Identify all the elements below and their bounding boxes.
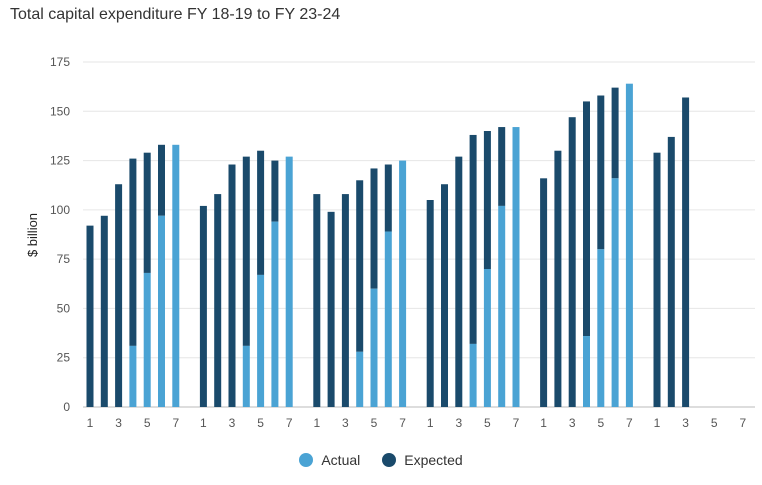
bar-expected[interactable]	[384, 164, 392, 232]
x-tick-label: 3	[455, 416, 462, 430]
bar-expected[interactable]	[483, 131, 491, 269]
bar-expected[interactable]	[455, 156, 463, 407]
x-tick-label: 1	[654, 416, 661, 430]
bar-expected[interactable]	[682, 97, 690, 407]
bar-expected[interactable]	[143, 152, 151, 273]
grid-lines	[83, 61, 755, 408]
bar-actual[interactable]	[129, 345, 137, 407]
x-tick-label: 7	[626, 416, 633, 430]
bar-actual[interactable]	[498, 205, 506, 407]
y-axis: 0 25 50 75 100 125 150 175	[50, 55, 70, 414]
x-tick-label: 1	[87, 416, 94, 430]
bar-actual[interactable]	[625, 83, 633, 407]
bar-actual[interactable]	[370, 288, 378, 407]
bar-actual[interactable]	[143, 272, 151, 407]
bar-expected[interactable]	[426, 200, 434, 407]
x-tick-label: 3	[569, 416, 576, 430]
legend-swatch-actual	[299, 453, 314, 467]
bar-expected[interactable]	[583, 101, 590, 337]
bar-actual[interactable]	[399, 160, 407, 407]
x-tick-label: 7	[399, 416, 406, 430]
legend-item-actual[interactable]: Actual	[299, 452, 360, 468]
bar-expected[interactable]	[242, 156, 250, 346]
x-tick-label: 5	[597, 416, 604, 430]
chart-title: Total capital expenditure FY 18-19 to FY…	[10, 6, 341, 23]
y-tick-label: 125	[50, 154, 70, 168]
legend-label-actual: Actual	[321, 452, 361, 468]
y-tick-label: 25	[57, 351, 71, 365]
bar-expected[interactable]	[327, 211, 335, 407]
y-tick-label: 175	[50, 55, 70, 69]
bar-actual[interactable]	[384, 231, 392, 407]
bar-expected[interactable]	[214, 194, 222, 407]
bar-actual[interactable]	[512, 127, 520, 408]
x-tick-label: 5	[484, 416, 491, 430]
bar-expected[interactable]	[568, 117, 576, 407]
bars	[86, 83, 690, 408]
bar-expected[interactable]	[597, 95, 605, 250]
x-tick-label: 1	[540, 416, 547, 430]
y-tick-label: 150	[50, 104, 70, 118]
bar-actual[interactable]	[356, 351, 364, 407]
bar-actual[interactable]	[158, 215, 165, 407]
legend-item-expected[interactable]: Expected	[382, 452, 463, 468]
bar-expected[interactable]	[86, 225, 94, 407]
x-tick-label: 5	[711, 416, 718, 430]
bar-expected[interactable]	[653, 152, 661, 407]
x-tick-label: 7	[286, 416, 293, 430]
y-tick-label: 75	[57, 252, 71, 266]
bar-expected[interactable]	[271, 160, 279, 222]
bar-expected[interactable]	[667, 136, 675, 407]
bar-expected[interactable]	[129, 158, 137, 346]
x-tick-label: 7	[172, 416, 179, 430]
legend-label-expected: Expected	[404, 452, 463, 468]
bar-actual[interactable]	[611, 178, 619, 407]
x-tick-label: 5	[371, 416, 378, 430]
bar-expected[interactable]	[158, 144, 165, 216]
x-tick-label: 7	[739, 416, 746, 430]
bar-expected[interactable]	[341, 194, 349, 407]
x-tick-label: 7	[513, 416, 520, 430]
x-tick-label: 3	[342, 416, 349, 430]
bar-expected[interactable]	[554, 150, 562, 407]
legend: Actual Expected	[0, 452, 762, 468]
x-tick-label: 5	[144, 416, 151, 430]
bar-expected[interactable]	[115, 184, 123, 407]
bar-expected[interactable]	[441, 184, 448, 407]
bar-expected[interactable]	[498, 127, 506, 206]
y-axis-label: $ billion	[25, 213, 40, 257]
bar-actual[interactable]	[597, 249, 605, 407]
bar-actual[interactable]	[483, 269, 491, 407]
bar-expected[interactable]	[611, 87, 619, 179]
bar-expected[interactable]	[540, 178, 548, 407]
x-tick-label: 3	[115, 416, 122, 430]
x-tick-label: 1	[427, 416, 434, 430]
bar-expected[interactable]	[199, 205, 207, 407]
y-tick-label: 100	[50, 203, 70, 217]
bar-actual[interactable]	[242, 345, 250, 407]
bar-expected[interactable]	[228, 164, 236, 407]
bar-actual[interactable]	[271, 221, 279, 407]
bar-actual[interactable]	[285, 156, 293, 407]
bar-actual[interactable]	[583, 336, 590, 407]
x-tick-label: 1	[313, 416, 320, 430]
bar-actual[interactable]	[257, 274, 265, 407]
bar-expected[interactable]	[313, 194, 321, 407]
x-axis: 1 3 5 7 1 3 5 7 1 3 5 7 1 3 5 7 1 3 5 7 1 3 5 7	[87, 416, 747, 430]
bar-expected[interactable]	[370, 168, 378, 289]
bar-actual[interactable]	[469, 343, 477, 407]
x-tick-label: 3	[682, 416, 689, 430]
x-tick-label: 3	[229, 416, 236, 430]
bar-expected[interactable]	[257, 150, 265, 275]
bar-actual[interactable]	[172, 144, 180, 408]
x-tick-label: 1	[200, 416, 207, 430]
y-tick-label: 50	[57, 301, 71, 315]
bar-expected[interactable]	[356, 180, 364, 352]
legend-swatch-expected	[382, 453, 397, 467]
bar-expected[interactable]	[469, 134, 477, 344]
x-tick-label: 5	[257, 416, 264, 430]
y-tick-label: 0	[63, 400, 70, 414]
bar-expected[interactable]	[100, 215, 108, 407]
